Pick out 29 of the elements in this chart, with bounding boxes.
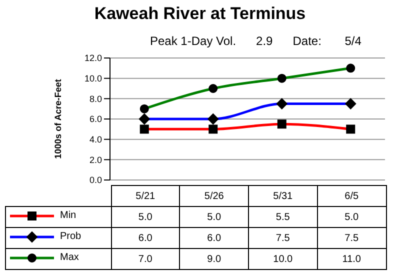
y-tick-label: 10.0 bbox=[84, 74, 102, 84]
y-axis-title: 1000s of Acre-Feet bbox=[53, 79, 64, 159]
legend-label: Max bbox=[60, 252, 79, 263]
chart-title: Kaweah River at Terminus bbox=[93, 4, 307, 24]
x-tick-label: 5/21 bbox=[111, 186, 180, 206]
data-label: 7.5 bbox=[317, 228, 386, 248]
data-label: 10.0 bbox=[248, 248, 318, 270]
data-label: 5.0 bbox=[180, 206, 248, 228]
data-label: 11.0 bbox=[317, 248, 386, 270]
legend-label: Prob bbox=[60, 231, 82, 242]
y-tick-label: 6.0 bbox=[89, 114, 102, 124]
data-label: 6.0 bbox=[111, 228, 180, 248]
data-label: 7.0 bbox=[111, 248, 180, 270]
x-tick-label: 6/5 bbox=[317, 186, 386, 206]
data-label: 5.5 bbox=[248, 206, 318, 228]
data-label: 6.0 bbox=[180, 228, 248, 248]
x-tick-label: 5/31 bbox=[248, 186, 318, 206]
y-tick-label: 12.0 bbox=[84, 53, 102, 64]
x-tick-label: 5/26 bbox=[180, 186, 248, 206]
data-label: 5.0 bbox=[111, 206, 180, 228]
data-label: 7.5 bbox=[248, 228, 318, 248]
data-label: 5.0 bbox=[317, 206, 386, 228]
data-label: 9.0 bbox=[180, 248, 248, 270]
y-tick-label: 8.0 bbox=[89, 94, 102, 104]
chart-subtitle: Peak 1-Day Vol. 2.9 Date: 5/4 bbox=[150, 34, 362, 48]
y-tick-label: 4.0 bbox=[89, 134, 102, 145]
legend-label: Min bbox=[60, 210, 76, 221]
y-tick-label: 0.0 bbox=[89, 175, 102, 186]
y-tick-label: 2.0 bbox=[89, 154, 102, 165]
